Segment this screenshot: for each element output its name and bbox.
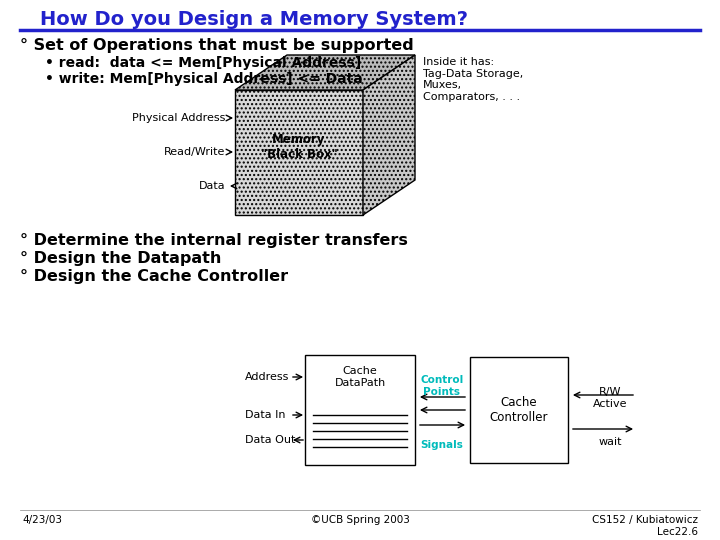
Text: R/W
Active: R/W Active <box>593 387 627 409</box>
Text: ° Design the Datapath: ° Design the Datapath <box>20 251 221 266</box>
Text: Inside it has:
Tag-Data Storage,
Muxes,
Comparators, . . .: Inside it has: Tag-Data Storage, Muxes, … <box>423 57 523 102</box>
Text: ©UCB Spring 2003: ©UCB Spring 2003 <box>310 515 410 525</box>
Text: Memory
"Black Box": Memory "Black Box" <box>261 133 338 161</box>
Text: ° Design the Cache Controller: ° Design the Cache Controller <box>20 269 288 284</box>
Text: • write: Mem[Physical Address] <= Data: • write: Mem[Physical Address] <= Data <box>45 72 363 86</box>
Text: Data In: Data In <box>245 410 286 420</box>
Text: Cache
Controller: Cache Controller <box>490 396 548 424</box>
Polygon shape <box>305 355 415 465</box>
Text: Data Out: Data Out <box>245 435 295 445</box>
Text: Control
Points: Control Points <box>420 375 464 396</box>
Text: 4/23/03: 4/23/03 <box>22 515 62 525</box>
Text: Read/Write: Read/Write <box>163 147 225 157</box>
Polygon shape <box>470 357 568 463</box>
Polygon shape <box>235 55 415 90</box>
Polygon shape <box>235 90 363 215</box>
Text: Address: Address <box>245 372 289 382</box>
Polygon shape <box>363 55 415 215</box>
Text: ° Set of Operations that must be supported: ° Set of Operations that must be support… <box>20 38 414 53</box>
Text: ° Determine the internal register transfers: ° Determine the internal register transf… <box>20 233 408 248</box>
Text: Cache
DataPath: Cache DataPath <box>334 366 386 388</box>
Text: • read:  data <= Mem[Physical Address]: • read: data <= Mem[Physical Address] <box>45 56 361 70</box>
Text: Physical Address: Physical Address <box>132 113 225 123</box>
Text: Signals: Signals <box>420 440 464 450</box>
Text: wait: wait <box>598 437 622 447</box>
Text: CS152 / Kubiatowicz
Lec22.6: CS152 / Kubiatowicz Lec22.6 <box>592 515 698 537</box>
Text: Data: Data <box>199 181 225 191</box>
Text: How Do you Design a Memory System?: How Do you Design a Memory System? <box>40 10 468 29</box>
